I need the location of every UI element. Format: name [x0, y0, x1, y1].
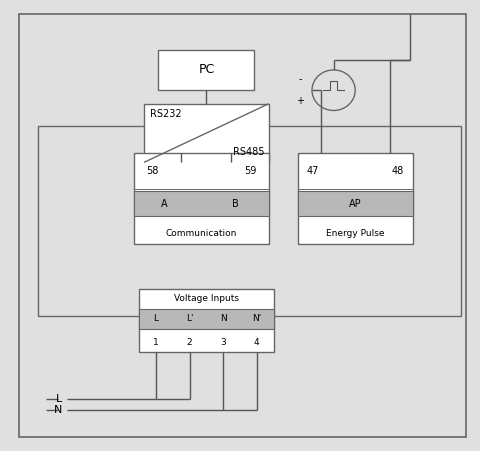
Text: N': N'	[252, 314, 262, 323]
Text: L': L'	[186, 314, 193, 323]
Text: 4: 4	[254, 338, 260, 347]
Bar	[134, 153, 269, 244]
Bar	[298, 191, 413, 216]
Bar	[139, 309, 274, 329]
Text: L: L	[154, 314, 158, 323]
Text: N: N	[54, 405, 62, 415]
Text: AP: AP	[349, 199, 361, 209]
Text: Voltage Inputs: Voltage Inputs	[174, 294, 239, 303]
Text: L: L	[56, 394, 62, 404]
Text: 48: 48	[392, 166, 404, 176]
Text: A: A	[161, 199, 168, 209]
Bar	[144, 104, 269, 162]
Text: 58: 58	[146, 166, 159, 176]
Text: N: N	[220, 314, 227, 323]
Text: 3: 3	[220, 338, 226, 347]
Text: 47: 47	[306, 166, 319, 176]
Text: PC: PC	[198, 64, 215, 76]
Text: RS485: RS485	[232, 147, 264, 157]
Text: 1: 1	[153, 338, 159, 347]
Text: RS232: RS232	[150, 109, 181, 119]
Text: B: B	[232, 199, 239, 209]
Text: +: +	[296, 97, 304, 106]
Text: Energy Pulse: Energy Pulse	[326, 229, 384, 238]
Bar	[38, 126, 461, 316]
Bar	[134, 191, 269, 216]
Bar	[298, 153, 413, 244]
Text: 59: 59	[244, 166, 257, 176]
Text: Communication: Communication	[166, 229, 237, 238]
Text: -: -	[298, 74, 302, 84]
Bar	[158, 50, 254, 90]
Text: 2: 2	[187, 338, 192, 347]
Bar	[139, 289, 274, 352]
